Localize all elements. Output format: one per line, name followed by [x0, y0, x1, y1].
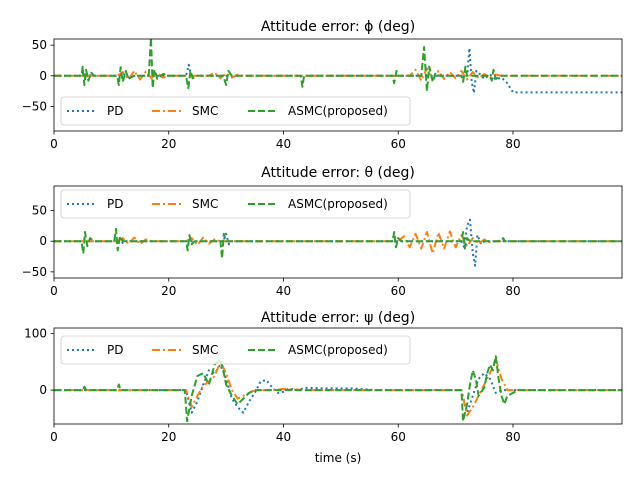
subplot-theta-xtick-label: 0 [50, 284, 58, 298]
subplot-phi-legend-asmc: ASMC(proposed) [288, 104, 388, 118]
subplot-psi: Attitude error: ψ (deg) 0 20 40 60 80 100 0 PD… [24, 310, 623, 465]
subplot-theta-xtick-label: 80 [505, 284, 520, 298]
subplot-phi-xtick-label: 0 [50, 137, 58, 151]
subplot-theta-ytick-label: −50 [22, 265, 47, 279]
subplot-theta-legend-pd: PD [107, 197, 123, 211]
subplot-psi-xtick-label: 80 [505, 430, 520, 444]
subplot-psi-plot [54, 355, 622, 423]
subplot-phi-ytick-label: −50 [22, 99, 47, 113]
subplot-theta-xtick-label: 20 [161, 284, 176, 298]
subplot-phi-series-pd [54, 47, 622, 94]
subplot-theta-legend-asmc: ASMC(proposed) [288, 197, 388, 211]
subplot-phi-series-smc [54, 67, 622, 82]
subplot-theta-ytick-label: 50 [32, 204, 47, 218]
subplot-phi-xtick-label: 20 [161, 137, 176, 151]
subplot-psi-title: Attitude error: ψ (deg) [261, 310, 415, 326]
subplot-psi-legend-pd: PD [107, 343, 123, 357]
subplot-phi-legend-pd: PD [107, 104, 123, 118]
subplot-phi-ytick-label: 50 [32, 38, 47, 52]
subplot-psi-series-smc [54, 358, 622, 417]
subplot-theta-series-pd [54, 218, 622, 267]
subplot-psi-series-asmc-proposed [54, 355, 622, 423]
subplot-psi-legend-smc: SMC [192, 343, 218, 357]
subplot-theta: Attitude error: θ (deg) 0 20 40 60 80500−50 … [22, 165, 623, 298]
subplot-psi-ytick-label: 100 [24, 327, 47, 341]
subplot-theta-title: Attitude error: θ (deg) [261, 165, 415, 181]
subplot-phi-frame [53, 38, 623, 132]
subplot-phi-title: Attitude error: ϕ (deg) [261, 19, 415, 35]
subplot-phi-axes: 0 20 40 60 80 50 0 −50 [22, 38, 623, 151]
subplot-psi-legend-asmc: ASMC(proposed) [288, 343, 388, 357]
subplot-phi-legend-box [60, 96, 411, 126]
subplot-phi-ytick-label: 0 [39, 69, 47, 83]
subplot-theta-ytick-label: 0 [39, 234, 47, 248]
subplot-theta-plot [54, 218, 622, 267]
subplot-phi-series-asmc-proposed [54, 39, 622, 93]
subplot-psi-legend: PD SMC ASMC(proposed) [60, 335, 411, 365]
subplot-phi-xtick-label: 80 [505, 137, 520, 151]
subplot-psi-xtick-label: 20 [161, 430, 176, 444]
subplot-theta-legend-box [60, 189, 411, 219]
subplot-psi-frame [53, 327, 623, 425]
subplot-phi-legend: PD SMC ASMC(proposed) [60, 96, 411, 126]
subplot-psi-xtick-label: 60 [391, 430, 406, 444]
subplot-phi-xtick-label: 60 [391, 137, 406, 151]
subplot-phi-xtick-label: 40 [276, 137, 291, 151]
subplot-psi-legend-box [60, 335, 411, 365]
subplot-theta-legend-smc: SMC [192, 197, 218, 211]
subplot-phi-plot [54, 39, 622, 94]
subplot-theta-xtick-label: 60 [391, 284, 406, 298]
subplot-theta-frame [53, 185, 623, 279]
subplot-psi-ytick-label: 0 [39, 383, 47, 397]
subplot-phi: Attitude error: ϕ (deg) 0 20 40 60 80500−50 … [22, 19, 623, 151]
subplot-theta-legend: PD SMC ASMC(proposed) [60, 189, 411, 219]
subplot-theta-xtick-label: 40 [276, 284, 291, 298]
subplot-psi-xtick-label: 0 [50, 430, 58, 444]
subplot-psi-axes: 0 20 40 60 80 100 0 [24, 327, 623, 444]
subplot-psi-xlabel: time (s) [315, 451, 362, 465]
subplot-phi-legend-smc: SMC [192, 104, 218, 118]
subplot-theta-series-asmc-proposed [54, 227, 622, 260]
subplot-psi-xtick-label: 40 [276, 430, 291, 444]
